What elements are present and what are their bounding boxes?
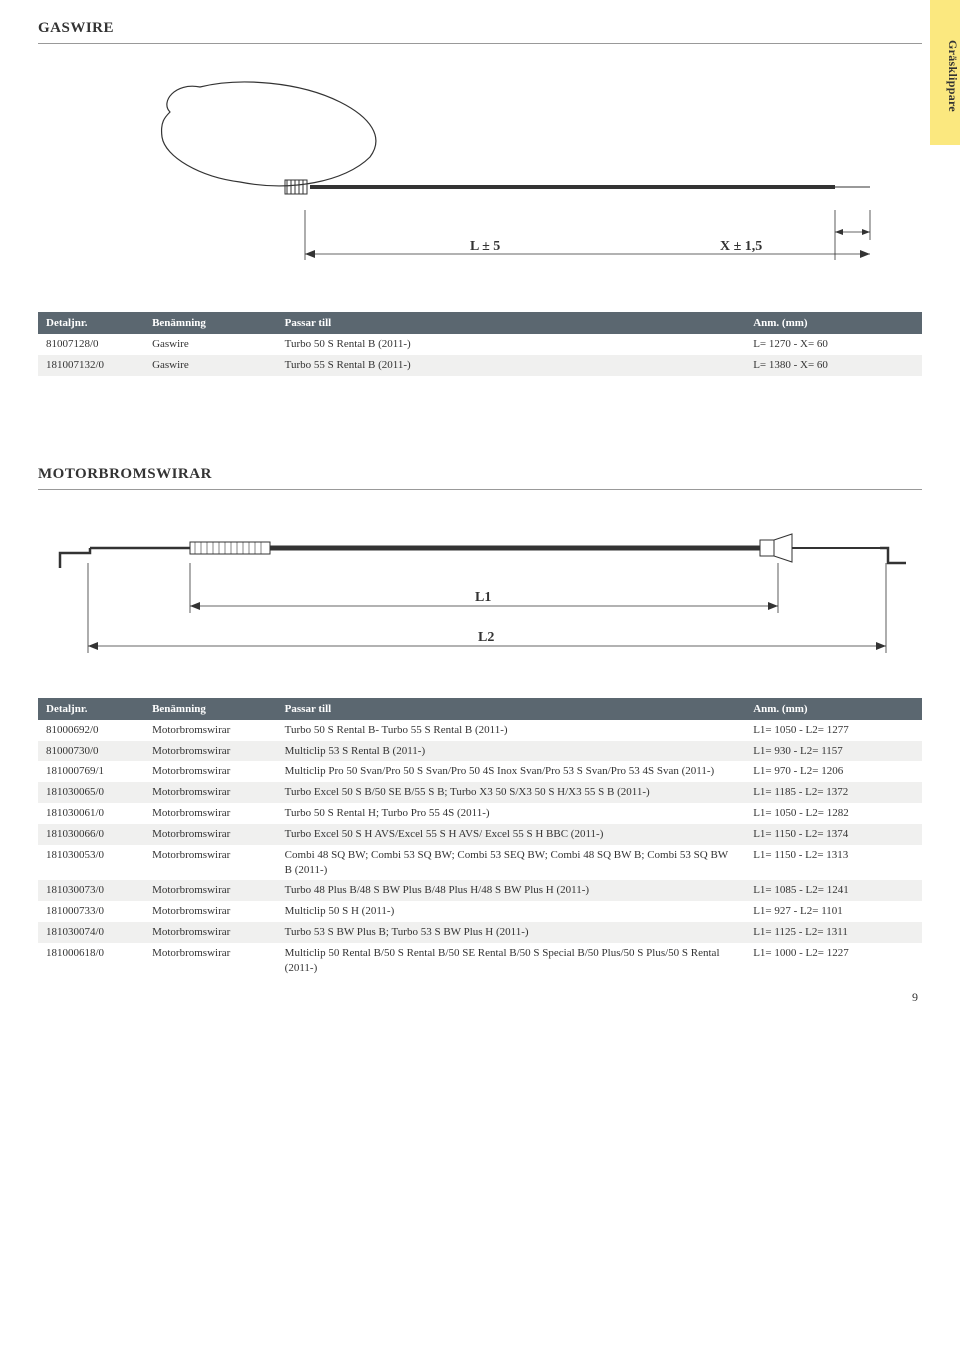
cell-pas: Turbo 50 S Rental H; Turbo Pro 55 4S (20…: [277, 803, 746, 824]
gaswire-dim-x: X ± 1,5: [720, 239, 762, 254]
gaswire-table: Detaljnr. Benämning Passar till Anm. (mm…: [38, 312, 922, 376]
cell-ben: Motorbromswirar: [144, 880, 277, 901]
cell-anm: L1= 1085 - L2= 1241: [745, 880, 922, 901]
table-row: 81000730/0MotorbromswirarMulticlip 53 S …: [38, 741, 922, 762]
cell-pas: Turbo 50 S Rental B (2011-): [277, 334, 746, 355]
col-detalj: Detaljnr.: [38, 698, 144, 720]
cell-ben: Gaswire: [144, 355, 277, 376]
cell-pas: Turbo 50 S Rental B- Turbo 55 S Rental B…: [277, 720, 746, 741]
table-row: 181030053/0MotorbromswirarCombi 48 SQ BW…: [38, 845, 922, 881]
cell-ben: Motorbromswirar: [144, 803, 277, 824]
cell-anm: L1= 1000 - L2= 1227: [745, 943, 922, 979]
table-row: 81000692/0MotorbromswirarTurbo 50 S Rent…: [38, 720, 922, 741]
motor-title: MOTORBROMSWIRAR: [38, 466, 922, 483]
motor-dim-l2: L2: [478, 630, 494, 645]
cell-det: 181000733/0: [38, 901, 144, 922]
cell-pas: Turbo Excel 50 S B/50 SE B/55 S B; Turbo…: [277, 782, 746, 803]
cell-pas: Turbo Excel 50 S H AVS/Excel 55 S H AVS/…: [277, 824, 746, 845]
cell-ben: Motorbromswirar: [144, 720, 277, 741]
cell-pas: Combi 48 SQ BW; Combi 53 SQ BW; Combi 53…: [277, 845, 746, 881]
table-row: 181000618/0MotorbromswirarMulticlip 50 R…: [38, 943, 922, 979]
gaswire-title: GASWIRE: [38, 20, 922, 37]
cell-ben: Motorbromswirar: [144, 741, 277, 762]
page-number: 9: [912, 990, 918, 1005]
cell-anm: L1= 970 - L2= 1206: [745, 761, 922, 782]
cell-anm: L1= 1185 - L2= 1372: [745, 782, 922, 803]
gaswire-dim-l: L ± 5: [470, 239, 500, 254]
cell-pas: Multiclip Pro 50 Svan/Pro 50 S Svan/Pro …: [277, 761, 746, 782]
cell-pas: Turbo 55 S Rental B (2011-): [277, 355, 746, 376]
col-detalj: Detaljnr.: [38, 312, 144, 334]
cell-det: 181030066/0: [38, 824, 144, 845]
col-anm: Anm. (mm): [745, 698, 922, 720]
col-anm: Anm. (mm): [745, 312, 922, 334]
cell-anm: L1= 1150 - L2= 1313: [745, 845, 922, 881]
cell-anm: L= 1270 - X= 60: [745, 334, 922, 355]
cell-det: 181030073/0: [38, 880, 144, 901]
motor-diagram: L1 L2: [38, 508, 922, 678]
cell-ben: Motorbromswirar: [144, 922, 277, 943]
cell-det: 181030065/0: [38, 782, 144, 803]
side-tab: Gräsklippare: [930, 0, 960, 145]
title-rule-2: [38, 489, 922, 490]
cell-pas: Multiclip 50 Rental B/50 S Rental B/50 S…: [277, 943, 746, 979]
cell-ben: Motorbromswirar: [144, 845, 277, 881]
table-row: 181030061/0MotorbromswirarTurbo 50 S Ren…: [38, 803, 922, 824]
cell-anm: L1= 1150 - L2= 1374: [745, 824, 922, 845]
cell-det: 81000692/0: [38, 720, 144, 741]
cell-det: 181000769/1: [38, 761, 144, 782]
cell-pas: Turbo 48 Plus B/48 S BW Plus B/48 Plus H…: [277, 880, 746, 901]
cell-det: 81007128/0: [38, 334, 144, 355]
cell-ben: Motorbromswirar: [144, 901, 277, 922]
cell-ben: Motorbromswirar: [144, 761, 277, 782]
cell-ben: Motorbromswirar: [144, 943, 277, 979]
table-row: 181030066/0MotorbromswirarTurbo Excel 50…: [38, 824, 922, 845]
col-passar: Passar till: [277, 698, 746, 720]
table-row: 181030074/0MotorbromswirarTurbo 53 S BW …: [38, 922, 922, 943]
table-row: 181000733/0MotorbromswirarMulticlip 50 S…: [38, 901, 922, 922]
cell-anm: L1= 927 - L2= 1101: [745, 901, 922, 922]
gaswire-diagram: L ± 5 X ± 1,5: [38, 62, 922, 292]
cell-anm: L1= 1050 - L2= 1277: [745, 720, 922, 741]
cell-anm: L1= 1125 - L2= 1311: [745, 922, 922, 943]
table-row: 181030073/0MotorbromswirarTurbo 48 Plus …: [38, 880, 922, 901]
table-row: 181007132/0GaswireTurbo 55 S Rental B (2…: [38, 355, 922, 376]
cell-det: 181007132/0: [38, 355, 144, 376]
cell-pas: Multiclip 53 S Rental B (2011-): [277, 741, 746, 762]
cell-det: 181030061/0: [38, 803, 144, 824]
col-passar: Passar till: [277, 312, 746, 334]
cell-anm: L1= 930 - L2= 1157: [745, 741, 922, 762]
cell-ben: Motorbromswirar: [144, 824, 277, 845]
cell-det: 181000618/0: [38, 943, 144, 979]
table-row: 181000769/1MotorbromswirarMulticlip Pro …: [38, 761, 922, 782]
title-rule: [38, 43, 922, 44]
cell-ben: Gaswire: [144, 334, 277, 355]
table-row: 181030065/0MotorbromswirarTurbo Excel 50…: [38, 782, 922, 803]
cell-det: 181030074/0: [38, 922, 144, 943]
cell-anm: L= 1380 - X= 60: [745, 355, 922, 376]
cell-pas: Multiclip 50 S H (2011-): [277, 901, 746, 922]
col-benamning: Benämning: [144, 698, 277, 720]
motor-dim-l1: L1: [475, 590, 491, 605]
motor-table: Detaljnr. Benämning Passar till Anm. (mm…: [38, 698, 922, 979]
cell-ben: Motorbromswirar: [144, 782, 277, 803]
cell-det: 181030053/0: [38, 845, 144, 881]
table-row: 81007128/0GaswireTurbo 50 S Rental B (20…: [38, 334, 922, 355]
cell-anm: L1= 1050 - L2= 1282: [745, 803, 922, 824]
cell-det: 81000730/0: [38, 741, 144, 762]
col-benamning: Benämning: [144, 312, 277, 334]
cell-pas: Turbo 53 S BW Plus B; Turbo 53 S BW Plus…: [277, 922, 746, 943]
